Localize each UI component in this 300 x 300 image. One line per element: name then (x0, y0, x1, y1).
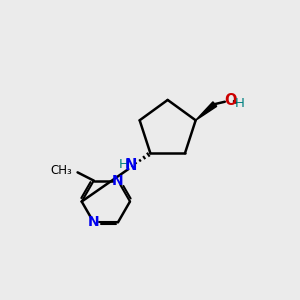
Text: N: N (125, 158, 137, 173)
Text: CH₃: CH₃ (50, 164, 72, 177)
Text: O: O (224, 93, 236, 108)
Polygon shape (196, 102, 217, 120)
Text: H: H (235, 97, 244, 110)
Text: N: N (112, 174, 124, 188)
Text: H: H (118, 158, 128, 171)
Text: N: N (88, 215, 100, 230)
